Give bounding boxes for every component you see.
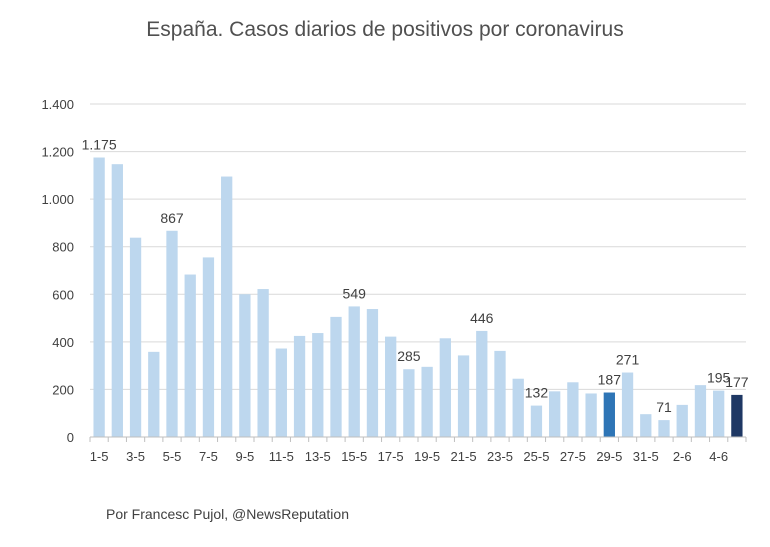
- bar-11-5: [275, 348, 287, 437]
- y-tick-label: 200: [52, 382, 74, 397]
- bar-27-5: [567, 382, 579, 437]
- bar-14-5: [330, 316, 342, 437]
- bar-1-6: [658, 420, 670, 437]
- chart-title: España. Casos diarios de positivos por c…: [146, 18, 624, 41]
- x-tick-label: 29-5: [596, 449, 622, 464]
- y-tick-label: 0: [67, 430, 74, 445]
- data-label: 549: [343, 285, 367, 301]
- x-tick-label: 4-6: [709, 449, 728, 464]
- bar-6-5: [184, 274, 196, 437]
- x-tick-label: 25-5: [523, 449, 549, 464]
- x-tick-label: 1-5: [90, 449, 109, 464]
- chart-source: Por Francesc Pujol, @NewsReputation: [106, 506, 349, 522]
- bar-9-5: [239, 294, 251, 437]
- y-tick-label: 400: [52, 335, 74, 350]
- x-tick-label: 9-5: [235, 449, 254, 464]
- bars: [93, 157, 743, 437]
- bar-31-5: [640, 414, 652, 437]
- bar-1-5: [93, 157, 105, 437]
- bar-29-5: [603, 392, 615, 437]
- x-tick-label: 27-5: [560, 449, 586, 464]
- y-tick-label: 1.400: [41, 97, 74, 112]
- x-tick-label: 5-5: [163, 449, 182, 464]
- data-label: 867: [160, 210, 184, 226]
- bar-28-5: [585, 393, 597, 437]
- bar-18-5: [403, 369, 415, 437]
- x-tick-label: 17-5: [378, 449, 404, 464]
- y-tick-label: 600: [52, 287, 74, 302]
- y-tick-label: 1.200: [41, 145, 74, 160]
- x-axis-ticks: 1-5 3-5 5-5 7-5 9-5 11-5 13-5 15-5 17-5 19-5 21-5 2…: [90, 449, 728, 464]
- bar-4-6: [713, 390, 725, 437]
- bar-20-5: [439, 338, 451, 437]
- bar-13-5: [312, 333, 324, 437]
- bar-24-5: [512, 378, 524, 437]
- x-tick-label: 3-5: [126, 449, 145, 464]
- data-label: 187: [598, 372, 622, 388]
- data-label: 195: [707, 370, 731, 386]
- x-tick-label: 11-5: [269, 449, 294, 464]
- x-tick-label: 19-5: [414, 449, 440, 464]
- bar-8-5: [221, 176, 233, 437]
- x-tick-label: 2-6: [673, 449, 692, 464]
- bar-21-5: [457, 355, 470, 437]
- y-tick-label: 800: [52, 240, 74, 255]
- data-label: 271: [616, 352, 640, 368]
- data-label: 177: [725, 374, 749, 390]
- bar-17-5: [385, 336, 397, 437]
- bar-26-5: [549, 391, 561, 437]
- bar-5-6: [731, 394, 743, 437]
- data-label: 446: [470, 310, 494, 326]
- bar-4-5: [148, 351, 160, 437]
- bar-3-6: [694, 385, 707, 437]
- bar-15-5: [348, 306, 360, 437]
- data-label: 1.175: [82, 137, 117, 153]
- y-tick-label: 1.000: [41, 192, 74, 207]
- data-label: 132: [525, 385, 549, 401]
- bar-10-5: [257, 289, 269, 437]
- x-tick-label: 7-5: [199, 449, 218, 464]
- bar-7-5: [202, 257, 215, 437]
- bar-23-5: [494, 350, 506, 437]
- y-axis-ticks: 0 200 400 600 800 1.000 1.200 1.400: [41, 97, 74, 445]
- x-tick-label: 13-5: [305, 449, 331, 464]
- data-label: 71: [656, 399, 672, 415]
- bar-12-5: [293, 335, 306, 437]
- bar-16-5: [366, 309, 379, 437]
- bar-30-5: [621, 372, 634, 437]
- x-tick-label: 31-5: [633, 449, 659, 464]
- bar-22-5: [476, 330, 488, 437]
- gridlines: [90, 103, 746, 390]
- bar-19-5: [421, 366, 433, 437]
- bar-25-5: [530, 405, 543, 437]
- x-tick-label: 15-5: [341, 449, 367, 464]
- bar-2-5: [111, 164, 123, 437]
- bar-3-5: [129, 237, 142, 437]
- x-tick-label: 23-5: [487, 449, 513, 464]
- x-tick-label: 21-5: [451, 449, 477, 464]
- bar-2-6: [676, 404, 688, 437]
- x-axis: [89, 436, 747, 442]
- data-label: 285: [397, 348, 421, 364]
- bar-5-5: [166, 230, 178, 437]
